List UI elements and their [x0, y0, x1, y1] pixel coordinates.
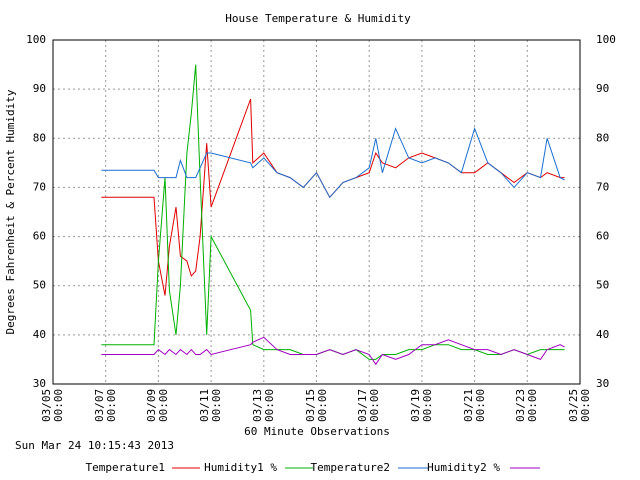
- x-tick-label: 03/25 00:00: [567, 388, 592, 422]
- y-tick-label: 80: [33, 131, 46, 144]
- x-tick-label: 03/05 00:00: [40, 388, 65, 422]
- y-tick-label: 100: [26, 33, 46, 46]
- x-tick-label: 03/11 00:00: [198, 388, 224, 422]
- y-tick-label: 90: [33, 82, 46, 95]
- series-line: [101, 126, 565, 199]
- y2-tick-label: 40: [596, 328, 609, 341]
- x-tick-label: 03/21 00:00: [461, 388, 487, 422]
- y2-tick-label: 60: [596, 230, 609, 243]
- series-line: [101, 98, 565, 296]
- x-tick-label: 03/17 00:00: [356, 388, 382, 422]
- legend-label: Temperature2: [311, 461, 390, 474]
- y2-tick-label: 80: [596, 131, 609, 144]
- x-tick-label: 03/09 00:00: [145, 388, 171, 422]
- y-tick-label: 40: [33, 328, 46, 341]
- x-tick-label: 03/15 00:00: [303, 388, 329, 422]
- y-tick-label: 50: [33, 279, 46, 292]
- timestamp: Sun Mar 24 10:15:43 2013: [15, 439, 174, 452]
- legend-label: Humidity1 %: [204, 461, 277, 474]
- series-line: [101, 64, 565, 360]
- x-tick-label: 03/23 00:00: [514, 388, 540, 422]
- x-tick-label: 03/07 00:00: [92, 388, 118, 422]
- y2-tick-label: 90: [596, 82, 609, 95]
- y2-tick-label: 30: [596, 377, 609, 390]
- y-tick-label: 70: [33, 180, 46, 193]
- plot-border: [52, 39, 581, 385]
- y2-tick-label: 100: [596, 33, 616, 46]
- y-tick-label: 60: [33, 230, 46, 243]
- x-tick-label: 03/13 00:00: [250, 388, 276, 422]
- y-tick-label: 30: [33, 377, 46, 390]
- legend-label: Temperature1: [86, 461, 165, 474]
- y-axis-label: Degrees Fahrenheit & Percent Humidity: [4, 89, 17, 334]
- y2-tick-label: 50: [596, 279, 609, 292]
- series-line: [101, 336, 565, 366]
- x-tick-label: 03/19 00:00: [408, 388, 434, 422]
- x-axis-label: 60 Minute Observations: [244, 425, 390, 438]
- chart-title: House Temperature & Humidity: [225, 12, 411, 25]
- legend-label: Humidity2 %: [427, 461, 500, 474]
- y2-tick-label: 70: [596, 180, 609, 193]
